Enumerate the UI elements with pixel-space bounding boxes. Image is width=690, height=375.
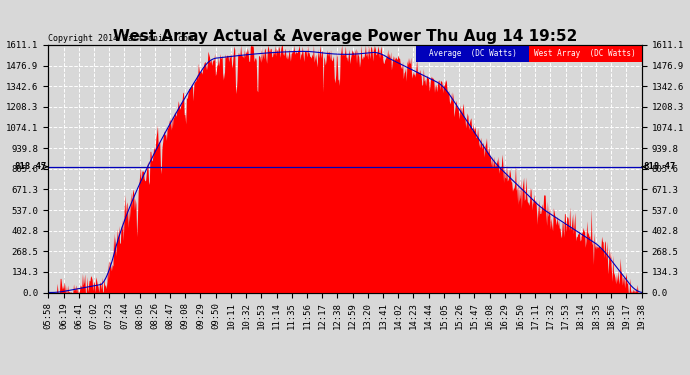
Title: West Array Actual & Average Power Thu Aug 14 19:52: West Array Actual & Average Power Thu Au… [112, 29, 578, 44]
Text: 818.47: 818.47 [643, 162, 675, 171]
Text: 818.47: 818.47 [15, 162, 47, 171]
Text: Copyright 2014 Cartronics.com: Copyright 2014 Cartronics.com [48, 33, 193, 42]
